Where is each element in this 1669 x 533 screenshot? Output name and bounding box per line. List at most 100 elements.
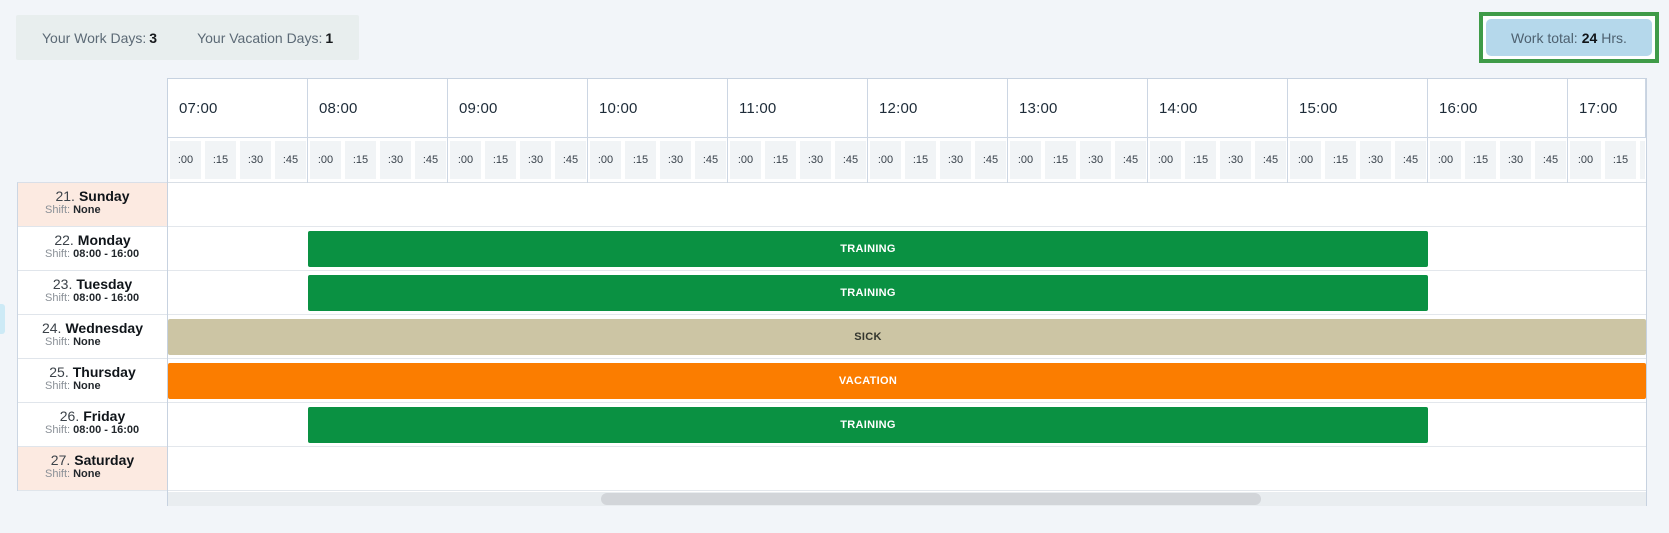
quarter-header-cell: :30 — [1080, 141, 1111, 179]
event-bar-training[interactable]: TRAINING — [308, 275, 1428, 311]
day-label-cell[interactable]: 26. Friday Shift: 08:00 - 16:00 — [18, 403, 167, 447]
timeline-row[interactable]: TRAINING — [168, 403, 1646, 447]
day-title: 22. Monday — [18, 232, 167, 248]
work-total-unit: Hrs. — [1601, 29, 1627, 46]
day-title: 21. Sunday — [18, 188, 167, 204]
day-title: 26. Friday — [18, 408, 167, 424]
quarter-label: :45 — [982, 154, 999, 166]
quarter-header-cell: :30 — [240, 141, 271, 179]
quarter-header-cell: :15 — [1605, 141, 1636, 179]
quarter-header-cell: :45 — [1255, 141, 1286, 179]
event-bar-vacation[interactable]: VACATION — [168, 363, 1646, 399]
day-name: Saturday — [74, 452, 135, 468]
quarter-header-cell: :00 — [310, 141, 341, 179]
quarter-header-cell: :15 — [625, 141, 656, 179]
quarter-label: :30 — [807, 154, 824, 166]
hour-label: 08:00 — [319, 99, 358, 117]
quarter-header-cell: :45 — [1395, 141, 1426, 179]
event-bar-training[interactable]: TRAINING — [308, 407, 1428, 443]
quarter-label: :15 — [1332, 154, 1349, 166]
quarter-header-cell: :15 — [1185, 141, 1216, 179]
work-total-badge: Work total: 24 Hrs. — [1479, 12, 1659, 63]
quarter-header-cell: :15 — [345, 141, 376, 179]
hour-header-cell: 09:00 — [448, 79, 588, 138]
shift-value: 08:00 - 16:00 — [73, 292, 140, 304]
quarter-header-cell: :00 — [1010, 141, 1041, 179]
day-number: 25. — [49, 364, 69, 380]
quarter-label: :15 — [212, 154, 229, 166]
day-label-column: 21. Sunday Shift: None 22. Monday Shift: 08:00 … — [17, 182, 167, 491]
quarter-header-cell: :00 — [870, 141, 901, 179]
shift-label: Shift: — [45, 248, 71, 260]
quarter-label: :00 — [177, 154, 194, 166]
quarter-label: :00 — [597, 154, 614, 166]
quarter-label: :00 — [1017, 154, 1034, 166]
quarter-label: :15 — [492, 154, 509, 166]
day-label-cell[interactable]: 27. Saturday Shift: None — [18, 447, 167, 491]
timeline-row[interactable] — [168, 447, 1646, 491]
hour-header-cell: 11:00 — [728, 79, 868, 138]
hour-label: 07:00 — [179, 99, 218, 117]
quarter-header-cell: :00 — [1570, 141, 1601, 179]
quarter-label: :45 — [1122, 154, 1139, 166]
day-name: Friday — [83, 408, 126, 424]
event-bar-training[interactable]: TRAINING — [308, 231, 1428, 267]
hour-separator — [1007, 138, 1008, 183]
quarter-header-cell: :45 — [835, 141, 866, 179]
quarter-header-cell: :45 — [415, 141, 446, 179]
schedule-grid: 07:00 08:00 09:00 10:00 11:00 12:00 13:00 14:00… — [167, 78, 1647, 506]
shift-label: Shift: — [45, 380, 71, 392]
quarter-label: :15 — [1612, 154, 1629, 166]
event-bar-sick[interactable]: SICK — [168, 319, 1646, 355]
timeline-row[interactable]: TRAINING — [168, 227, 1646, 271]
day-shift: Shift: 08:00 - 16:00 — [18, 292, 167, 305]
quarter-label: :15 — [1192, 154, 1209, 166]
day-label-cell[interactable]: 25. Thursday Shift: None — [18, 359, 167, 403]
day-number: 24. — [41, 320, 62, 336]
quarter-label: :15 — [912, 154, 929, 166]
timeline-row[interactable]: TRAINING — [168, 271, 1646, 315]
vacation-days-value: 1 — [325, 29, 334, 46]
shift-label: Shift: — [45, 424, 71, 436]
day-name: Thursday — [72, 364, 136, 380]
quarter-header-cell: :00 — [170, 141, 201, 179]
day-label-cell[interactable]: 24. Wednesday Shift: None — [18, 315, 167, 359]
vacation-days-label: Your Vacation Days: — [197, 29, 323, 46]
day-label-cell[interactable]: 21. Sunday Shift: None — [18, 183, 167, 227]
shift-value: None — [73, 204, 101, 216]
quarter-header-cell: :45 — [695, 141, 726, 179]
hour-label: 15:00 — [1299, 99, 1338, 117]
day-number: 27. — [50, 452, 71, 468]
vacation-days-summary: Your Vacation Days: 1 — [197, 30, 333, 46]
hour-header-cell: 07:00 — [168, 79, 308, 138]
hour-header-cell: 13:00 — [1008, 79, 1148, 138]
left-edge-handle[interactable] — [0, 304, 5, 334]
quarter-label: :15 — [1052, 154, 1069, 166]
quarter-label: :15 — [632, 154, 649, 166]
shift-value: 08:00 - 16:00 — [73, 248, 140, 260]
hour-label: 14:00 — [1159, 99, 1198, 117]
hour-separator — [1567, 138, 1568, 183]
timeline-row[interactable]: VACATION — [168, 359, 1646, 403]
quarter-label: :00 — [737, 154, 754, 166]
day-label-cell[interactable]: 23. Tuesday Shift: 08:00 - 16:00 — [18, 271, 167, 315]
hour-label: 17:00 — [1579, 99, 1618, 117]
timeline-row[interactable]: SICK — [168, 315, 1646, 359]
shift-label: Shift: — [45, 468, 71, 480]
quarter-header-cell: :45 — [275, 141, 306, 179]
quarter-header-cell: :15 — [1465, 141, 1496, 179]
shift-label: Shift: — [45, 336, 71, 348]
day-label-cell[interactable]: 22. Monday Shift: 08:00 - 16:00 — [18, 227, 167, 271]
hour-label: 11:00 — [739, 99, 777, 117]
hour-separator — [867, 138, 868, 183]
work-total-value: 24 — [1581, 29, 1598, 46]
day-shift: Shift: None — [18, 468, 167, 481]
scrollbar-thumb[interactable] — [601, 493, 1261, 505]
shift-label: Shift: — [45, 292, 71, 304]
quarter-header-cell: :00 — [590, 141, 621, 179]
timeline-row[interactable] — [168, 183, 1646, 227]
quarter-header-cell: :30 — [1220, 141, 1251, 179]
horizontal-scrollbar[interactable] — [168, 492, 1646, 506]
hour-separator — [447, 138, 448, 183]
